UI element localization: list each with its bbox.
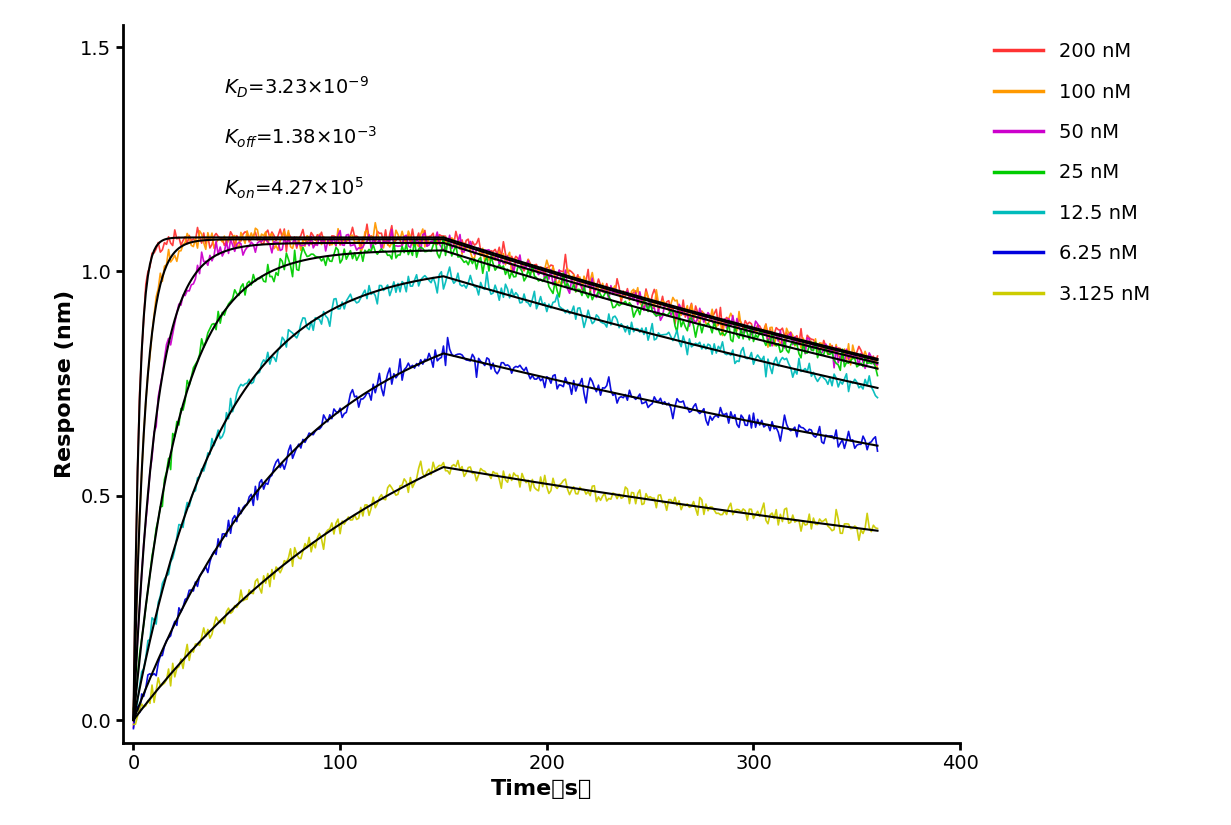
Y-axis label: Response (nm): Response (nm) bbox=[54, 290, 75, 478]
X-axis label: Time（s）: Time（s） bbox=[491, 779, 592, 799]
Legend: 200 nM, 100 nM, 50 nM, 25 nM, 12.5 nM, 6.25 nM, 3.125 nM: 200 nM, 100 nM, 50 nM, 25 nM, 12.5 nM, 6… bbox=[986, 35, 1157, 311]
Text: $\mathit{K}_{off}$=1.38×10$^{-3}$: $\mathit{K}_{off}$=1.38×10$^{-3}$ bbox=[224, 125, 377, 150]
Text: $\mathit{K}_{on}$=4.27×10$^{5}$: $\mathit{K}_{on}$=4.27×10$^{5}$ bbox=[224, 176, 363, 200]
Text: $\mathit{K}_D$=3.23×10$^{-9}$: $\mathit{K}_D$=3.23×10$^{-9}$ bbox=[224, 75, 368, 100]
